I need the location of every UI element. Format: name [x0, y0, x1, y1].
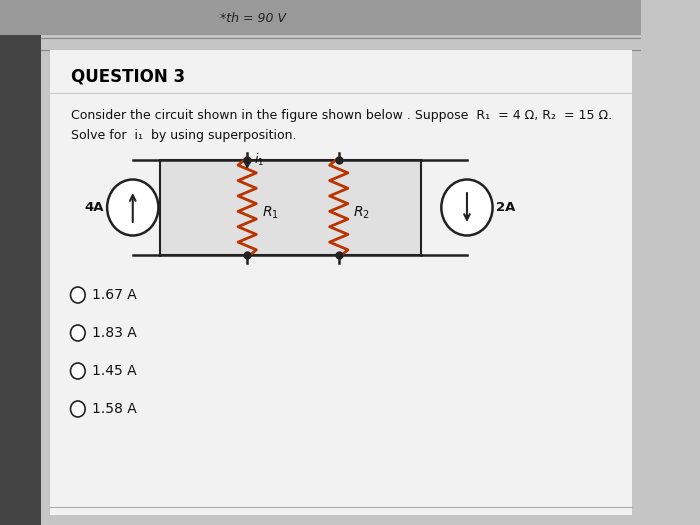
Circle shape	[107, 180, 158, 236]
Bar	[0, 0, 641, 35]
Text: QUESTION 3: QUESTION 3	[71, 68, 186, 86]
Bar	[0, 0, 41, 525]
Circle shape	[71, 325, 85, 341]
Bar	[50, 50, 632, 515]
Text: $i_1$: $i_1$	[253, 152, 264, 168]
Circle shape	[71, 401, 85, 417]
Text: 4A: 4A	[85, 201, 104, 214]
Text: 2A: 2A	[496, 201, 515, 214]
Text: 1.83 A: 1.83 A	[92, 326, 137, 340]
Circle shape	[71, 287, 85, 303]
Text: $R_1$: $R_1$	[262, 204, 279, 220]
Text: 1.58 A: 1.58 A	[92, 402, 137, 416]
Text: Consider the circuit shown in the figure shown below . Suppose  R₁  = 4 Ω, R₂  =: Consider the circuit shown in the figure…	[71, 109, 612, 121]
Circle shape	[71, 363, 85, 379]
Text: 1.67 A: 1.67 A	[92, 288, 137, 302]
Text: Solve for  i₁  by using superposition.: Solve for i₁ by using superposition.	[71, 129, 297, 142]
Bar	[160, 160, 421, 255]
Text: $R_2$: $R_2$	[354, 204, 370, 220]
Text: *th = 90 V: *th = 90 V	[220, 12, 286, 25]
Circle shape	[441, 180, 493, 236]
Text: 1.45 A: 1.45 A	[92, 364, 137, 378]
